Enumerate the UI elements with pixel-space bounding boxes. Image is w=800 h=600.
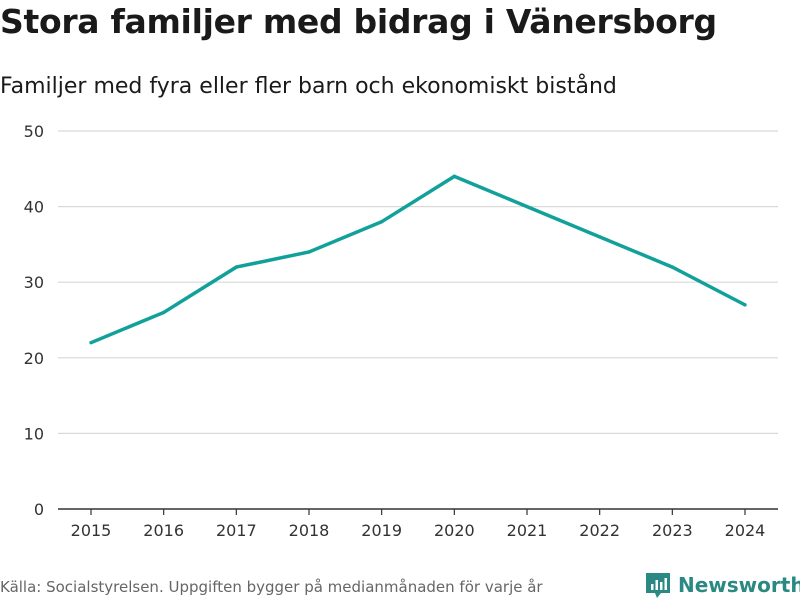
x-tick-label-2023: 2023	[652, 521, 693, 540]
y-tick-label-50: 50	[24, 122, 44, 141]
data-point-2016	[161, 310, 166, 315]
brand-logo: Newsworthy	[644, 571, 800, 599]
data-point-2015	[89, 340, 93, 345]
x-tick-label-2022: 2022	[579, 521, 620, 540]
x-tick-label-2017: 2017	[216, 521, 257, 540]
x-tick-label-2015: 2015	[71, 521, 112, 540]
bar-chart-logo-icon	[646, 573, 670, 598]
x-tick-label-2018: 2018	[289, 521, 330, 540]
x-tick-label-2019: 2019	[361, 521, 402, 540]
data-point-2023	[670, 265, 675, 269]
data-point-2018	[307, 250, 311, 254]
x-tick-label-2016: 2016	[143, 521, 184, 540]
y-tick-label-20: 20	[24, 349, 44, 368]
data-point-2020	[452, 174, 457, 179]
series-line-0	[90, 174, 746, 345]
y-tick-label-10: 10	[24, 424, 44, 443]
data-point-2021	[525, 204, 529, 209]
brand-name: Newsworthy	[678, 573, 800, 597]
data-point-2017	[234, 265, 239, 269]
chart-title: Stora familjer med bidrag i Vänersborg	[0, 2, 717, 41]
x-tick-label-2021: 2021	[507, 521, 548, 540]
data-point-2022	[597, 235, 602, 239]
x-tick-label-2020: 2020	[434, 521, 475, 540]
data-point-2024	[743, 303, 747, 307]
y-tick-label-40: 40	[24, 198, 44, 217]
y-tick-label-30: 30	[24, 273, 44, 292]
chart-subtitle: Familjer med fyra eller fler barn och ek…	[0, 74, 617, 99]
y-tick-label-0: 0	[34, 500, 44, 519]
source-note: Källa: Socialstyrelsen. Uppgiften bygger…	[0, 578, 543, 596]
data-point-2019	[379, 220, 384, 224]
x-tick-label-2024: 2024	[725, 521, 766, 540]
